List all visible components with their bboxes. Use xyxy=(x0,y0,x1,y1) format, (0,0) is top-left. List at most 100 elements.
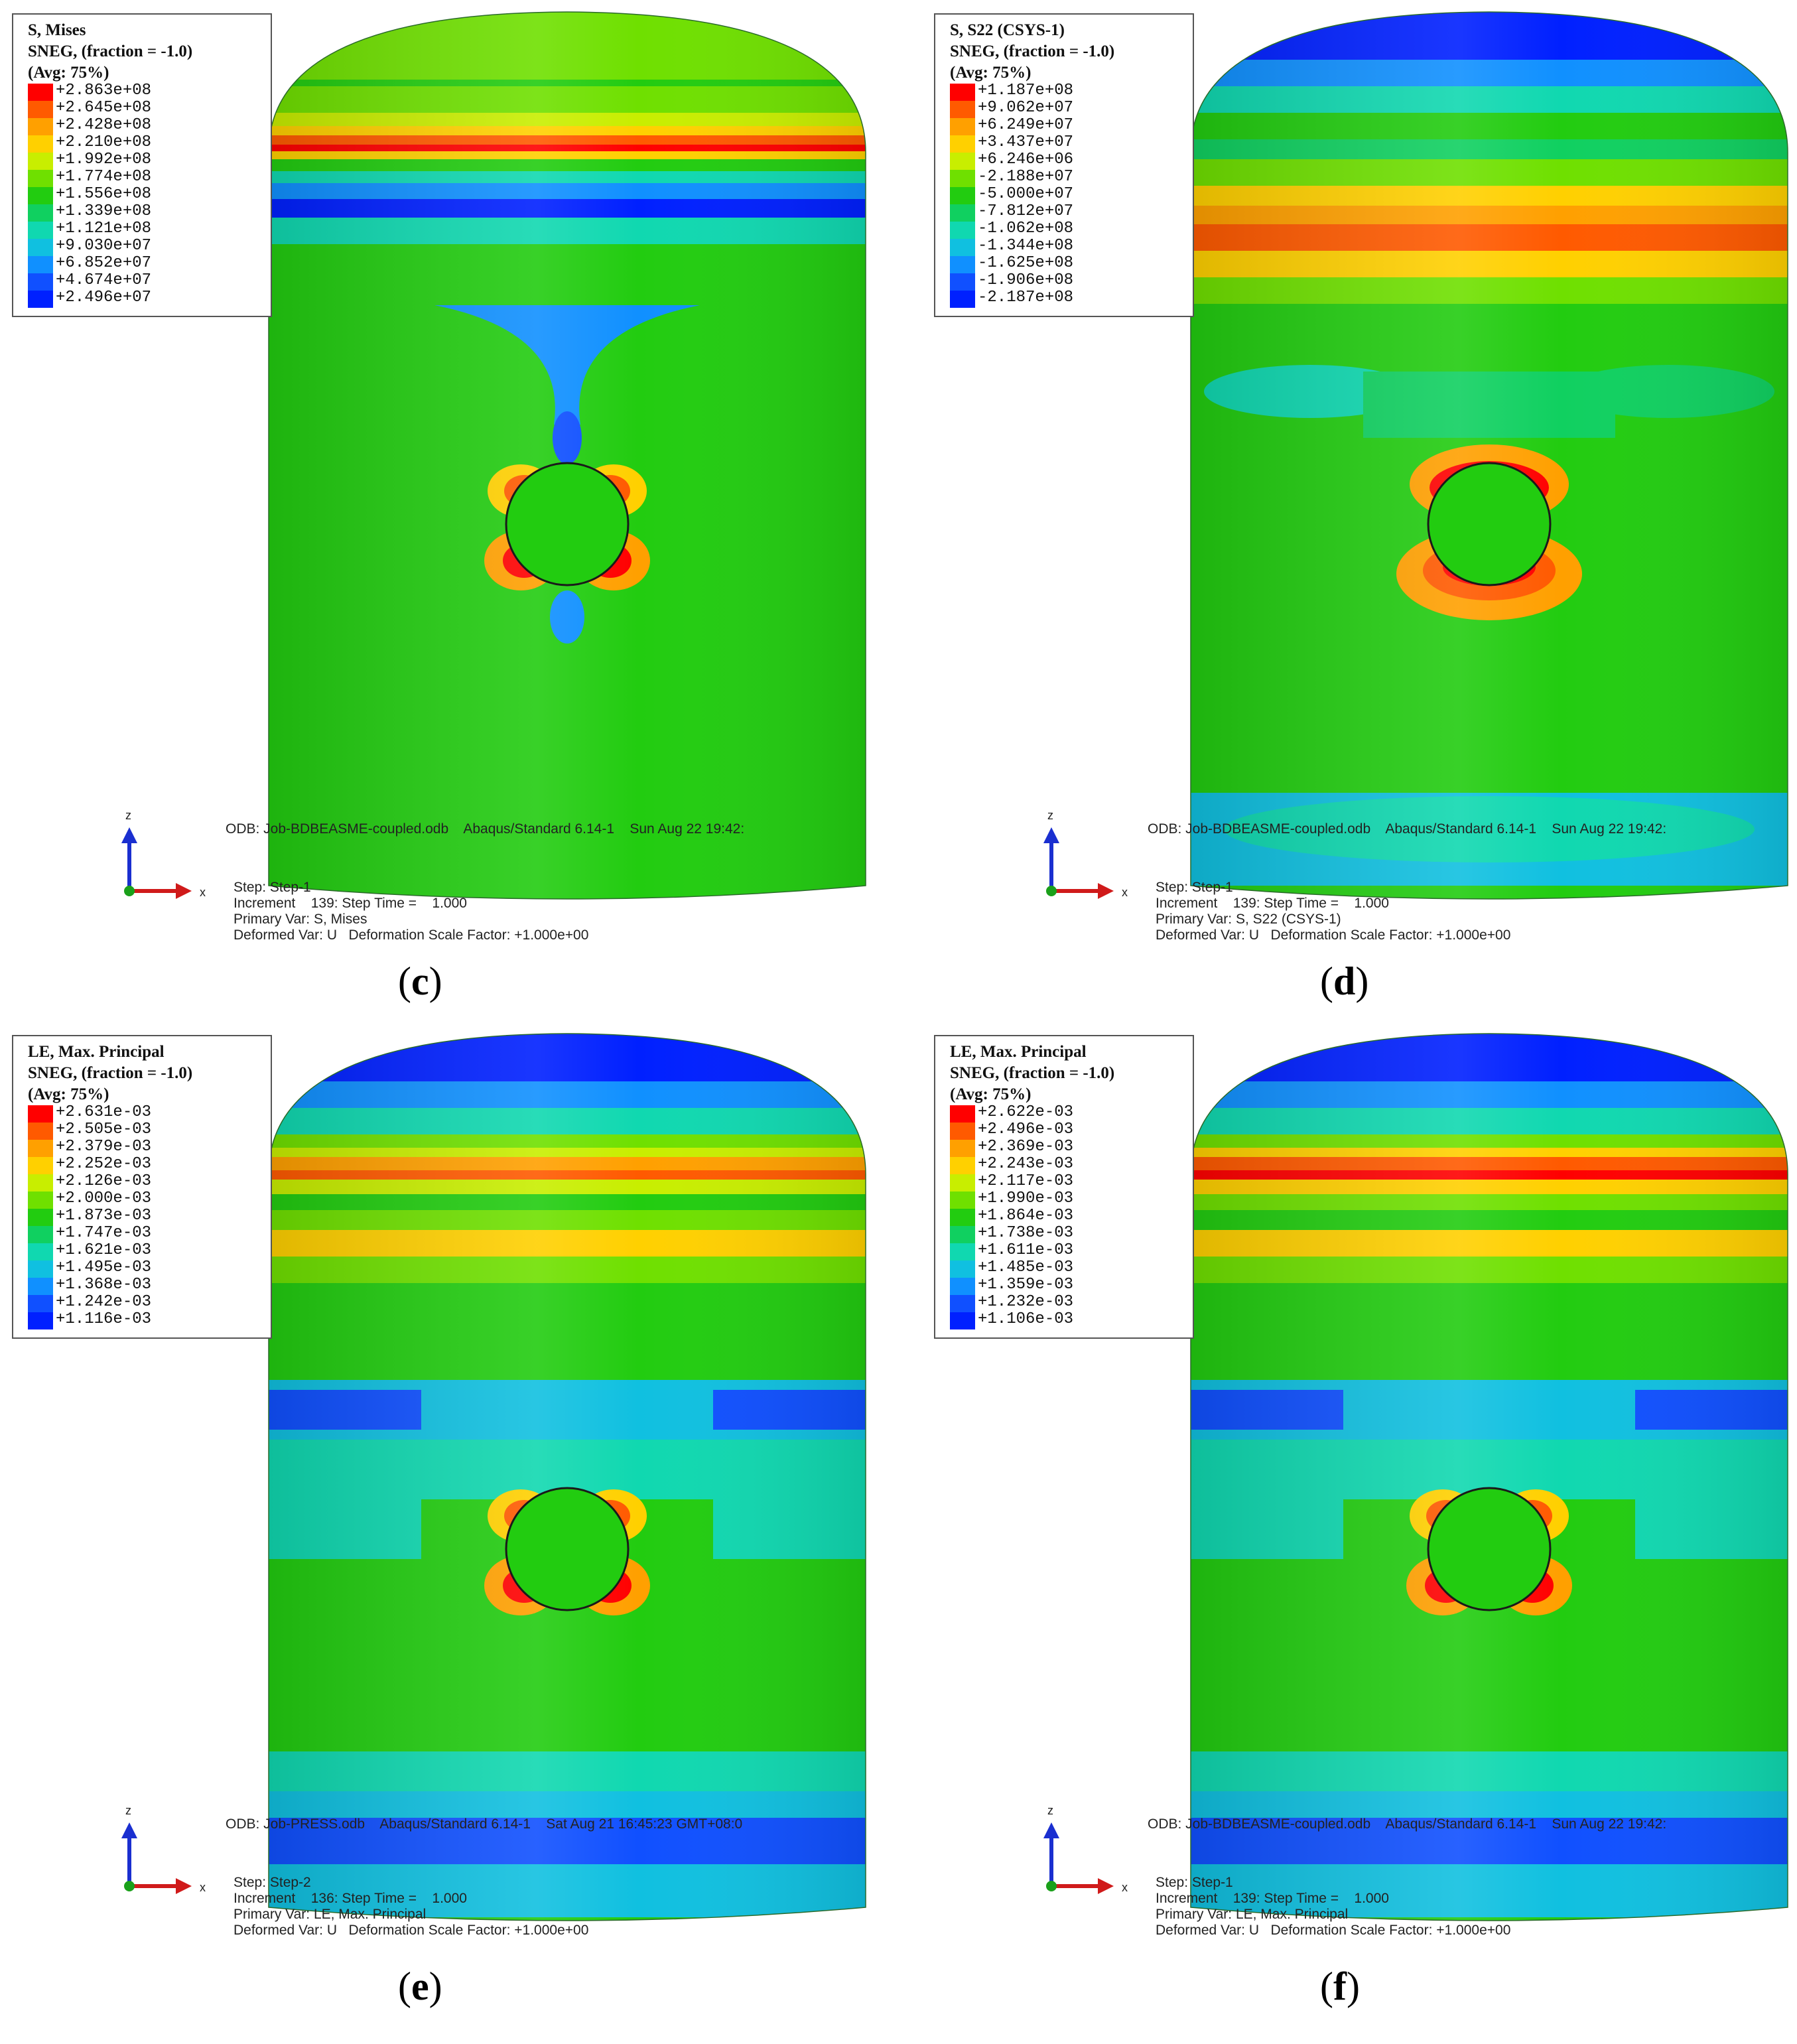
legend-swatch xyxy=(28,256,53,273)
legend-swatch xyxy=(950,1140,975,1157)
legend-title: LE, Max. Principal xyxy=(28,1043,165,1061)
legend-value: +1.621e-03 xyxy=(56,1241,152,1259)
panel-c: S, Mises SNEG, (fraction = -1.0) (Avg: 75%… xyxy=(0,0,898,1022)
legend-swatch xyxy=(950,135,975,153)
deformed-line: Deformed Var: U Deformation Scale Factor… xyxy=(233,927,589,943)
deformed-line: Deformed Var: U Deformation Scale Factor… xyxy=(1156,1923,1511,1938)
step-info: Step: Step-2 Increment 136: Step Time = 1… xyxy=(233,1875,588,1939)
primary-line: Primary Var: LE, Max. Principal xyxy=(233,1907,427,1922)
legend-row: +2.505e-03 xyxy=(13,1121,271,1140)
legend-row: +2.000e-03 xyxy=(13,1190,271,1209)
legend-d: S, S22 (CSYS-1) SNEG, (fraction = -1.0) (A… xyxy=(934,13,1194,317)
legend-swatch xyxy=(950,153,975,170)
contour-field xyxy=(1191,12,1788,899)
legend-swatch xyxy=(950,1226,975,1243)
legend-value: +2.210e+08 xyxy=(56,133,152,151)
legend-value: +1.990e-03 xyxy=(978,1190,1074,1207)
primary-line: Primary Var: S, Mises xyxy=(233,912,367,927)
panel-e: LE, Max. Principal SNEG, (fraction = -1.0… xyxy=(0,1022,898,2043)
legend-swatch xyxy=(950,273,975,291)
legend-swatch xyxy=(950,187,975,204)
legend-swatch xyxy=(28,1209,53,1226)
legend-value: +2.117e-03 xyxy=(978,1172,1074,1190)
legend-swatch xyxy=(28,1140,53,1157)
legend-row: +9.030e+07 xyxy=(13,237,271,256)
legend-swatch xyxy=(28,187,53,204)
legend-row: +1.121e+08 xyxy=(13,220,271,239)
contour-field xyxy=(1191,1034,1788,1921)
panel-d: S, S22 (CSYS-1) SNEG, (fraction = -1.0) (A… xyxy=(922,0,1797,1022)
panel-caption: (c) xyxy=(398,959,442,1003)
legend-value: +9.030e+07 xyxy=(56,237,152,255)
legend-value: +2.369e-03 xyxy=(978,1138,1074,1156)
legend-value: +2.126e-03 xyxy=(56,1172,152,1190)
legend-subtitle: SNEG, (fraction = -1.0) xyxy=(950,42,1115,60)
legend-row: +4.674e+07 xyxy=(13,272,271,291)
legend-swatch xyxy=(950,1174,975,1192)
legend-swatch xyxy=(28,170,53,187)
panel-letter: e xyxy=(411,1964,429,2008)
legend-value: +2.428e+08 xyxy=(56,116,152,134)
legend-value: +2.631e-03 xyxy=(56,1103,152,1121)
panel-letter: d xyxy=(1333,959,1356,1003)
legend-row: +1.187e+08 xyxy=(935,82,1193,101)
legend-swatch xyxy=(28,273,53,291)
legend-row: +6.246e+06 xyxy=(935,151,1193,170)
legend-value: +1.556e+08 xyxy=(56,185,152,203)
legend-row: -1.625e+08 xyxy=(935,254,1193,273)
step-info: Step: Step-1 Increment 139: Step Time = 1… xyxy=(233,880,588,943)
legend-row: +2.622e-03 xyxy=(935,1104,1193,1123)
legend-row: +1.368e-03 xyxy=(13,1276,271,1295)
legend-swatch xyxy=(28,1312,53,1329)
increment-line: Increment 139: Step Time = 1.000 xyxy=(1156,1891,1389,1906)
contour-field xyxy=(269,1034,866,1921)
legend-value: +1.738e-03 xyxy=(978,1224,1074,1242)
panel-caption: (f) xyxy=(1320,1964,1360,2008)
svg-text:x: x xyxy=(1122,1881,1128,1894)
legend-row: +6.249e+07 xyxy=(935,116,1193,135)
legend-row: +1.242e-03 xyxy=(13,1293,271,1312)
legend-value: +1.242e-03 xyxy=(56,1293,152,1311)
legend-swatch xyxy=(950,1295,975,1312)
legend-value: -1.625e+08 xyxy=(978,254,1074,272)
nozzle-opening xyxy=(505,1487,630,1611)
legend-subtitle: SNEG, (fraction = -1.0) xyxy=(28,42,193,60)
legend-averaging: (Avg: 75%) xyxy=(950,1085,1032,1103)
legend-value: +1.864e-03 xyxy=(978,1207,1074,1225)
cylinder-model xyxy=(268,1033,866,1921)
legend-value: +2.000e-03 xyxy=(56,1190,152,1207)
legend-swatch xyxy=(28,1123,53,1140)
legend-value: +1.121e+08 xyxy=(56,220,152,238)
step-info: Step: Step-1 Increment 139: Step Time = 1… xyxy=(1156,1875,1510,1939)
legend-value: +6.249e+07 xyxy=(978,116,1074,134)
legend-row: +1.106e-03 xyxy=(935,1310,1193,1329)
axis-triad: zx xyxy=(1043,809,1128,899)
legend-row: +1.992e+08 xyxy=(13,151,271,170)
legend-swatch xyxy=(28,222,53,239)
legend-value: +1.873e-03 xyxy=(56,1207,152,1225)
legend-swatch xyxy=(28,118,53,135)
legend-value: +2.243e-03 xyxy=(978,1155,1074,1173)
legend-swatch xyxy=(28,101,53,118)
legend-row: +1.611e-03 xyxy=(935,1242,1193,1260)
odb-line: ODB: Job-PRESS.odb Abaqus/Standard 6.14-… xyxy=(226,1816,743,1832)
legend-row: +2.863e+08 xyxy=(13,82,271,101)
legend-row: +1.556e+08 xyxy=(13,185,271,204)
legend-row: +1.339e+08 xyxy=(13,203,271,222)
primary-line: Primary Var: LE, Max. Principal xyxy=(1156,1907,1349,1922)
legend-value: +1.232e-03 xyxy=(978,1293,1074,1311)
legend-swatch xyxy=(28,1260,53,1278)
legend-row: +2.210e+08 xyxy=(13,133,271,153)
legend-swatch xyxy=(28,1278,53,1295)
legend-swatch xyxy=(950,101,975,118)
legend-row: +2.428e+08 xyxy=(13,116,271,135)
odb-line: ODB: Job-BDBEASME-coupled.odb Abaqus/Sta… xyxy=(226,821,745,837)
legend-row: +2.243e-03 xyxy=(935,1155,1193,1174)
legend-value: +1.106e-03 xyxy=(978,1310,1074,1328)
panel-letter: f xyxy=(1333,1964,1347,2008)
legend-title: LE, Max. Principal xyxy=(950,1043,1087,1061)
legend-swatch xyxy=(950,256,975,273)
step-line: Step: Step-1 xyxy=(233,880,311,895)
panel-caption: (d) xyxy=(1320,959,1369,1003)
legend-row: +2.645e+08 xyxy=(13,100,271,118)
